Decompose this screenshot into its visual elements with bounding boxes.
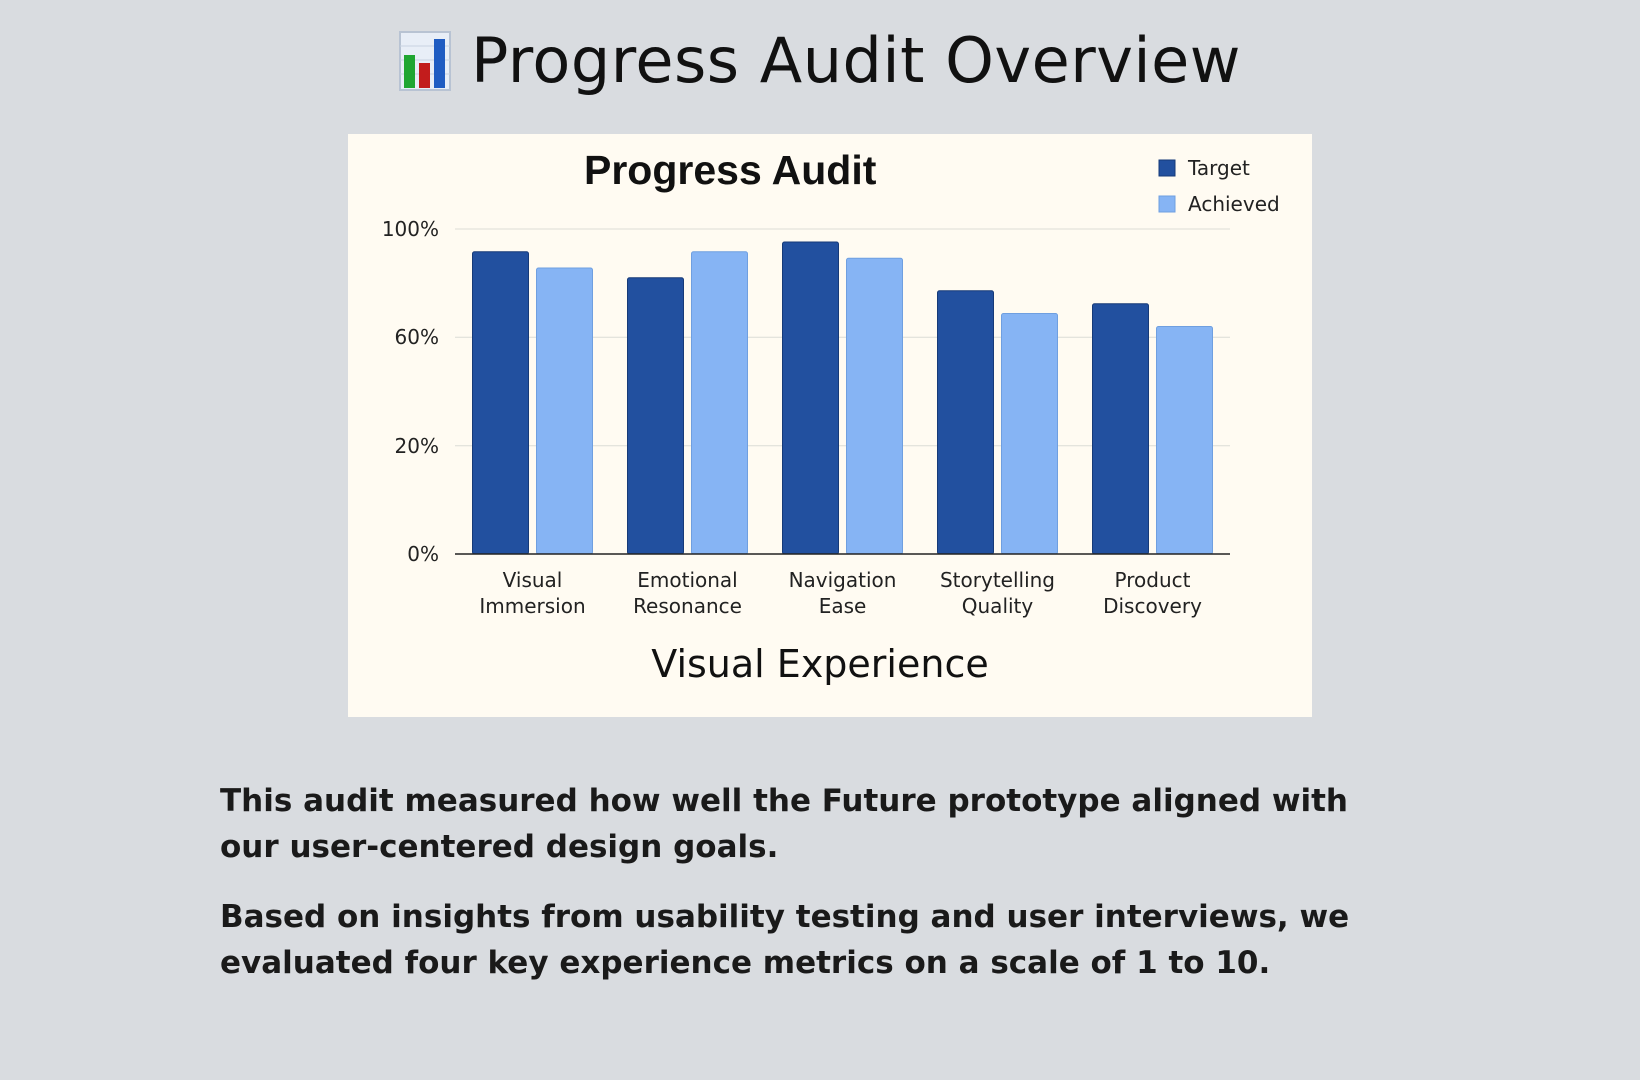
bar-target-1	[472, 251, 529, 555]
x-tick-labels: Visual Immersion Emotional Resonance Navigat…	[479, 568, 1202, 618]
bar-achieved-1	[536, 267, 593, 555]
bar-achieved-2	[691, 251, 748, 555]
x-tick-label: Storytelling Quality	[940, 568, 1055, 618]
chart-card: 0% 20% 60% 100% Visual Immersion Emotional Res…	[348, 134, 1312, 717]
summary-paragraph-2: Based on insights from usability testing…	[220, 899, 1350, 981]
y-tick-label: 0%	[407, 542, 439, 566]
legend-label-target: Target	[1187, 156, 1250, 180]
x-axis-title: Visual Experience	[651, 642, 988, 686]
bar-chart: 0% 20% 60% 100% Visual Immersion Emotional Res…	[382, 147, 1280, 686]
legend-swatch-target	[1158, 159, 1176, 177]
bar-achieved-3	[846, 257, 903, 555]
y-tick-label: 20%	[395, 434, 439, 458]
bar-target-5	[1092, 303, 1149, 555]
bar-achieved-4	[1001, 313, 1058, 555]
x-tick-label: Product Discovery	[1103, 568, 1202, 618]
chart-title: Progress Audit	[584, 147, 877, 193]
x-tick-label: Navigation Ease	[789, 568, 897, 618]
bars	[472, 241, 1213, 555]
summary-paragraph-1: This audit measured how well the Future …	[220, 783, 1348, 865]
page-title: Progress Audit Overview	[470, 24, 1241, 97]
legend-label-achieved: Achieved	[1188, 192, 1280, 216]
y-tick-label: 100%	[382, 217, 439, 241]
bar-target-4	[937, 290, 994, 555]
bar-target-3	[782, 241, 839, 555]
legend: Target Achieved	[1158, 156, 1280, 216]
y-tick-labels: 0% 20% 60% 100%	[382, 217, 439, 566]
audit-summary: This audit measured how well the Future …	[220, 778, 1400, 1010]
legend-swatch-achieved	[1158, 195, 1176, 213]
bar-chart-icon	[398, 31, 451, 91]
x-tick-label: Emotional Resonance	[633, 568, 742, 618]
y-tick-label: 60%	[395, 325, 439, 349]
x-tick-label: Visual Immersion	[479, 568, 585, 618]
bar-achieved-5	[1156, 326, 1213, 555]
page-header: Progress Audit Overview	[0, 30, 1640, 92]
bar-target-2	[627, 277, 684, 555]
